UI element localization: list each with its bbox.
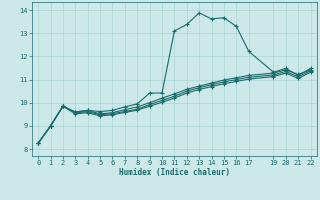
X-axis label: Humidex (Indice chaleur): Humidex (Indice chaleur)	[119, 168, 230, 177]
